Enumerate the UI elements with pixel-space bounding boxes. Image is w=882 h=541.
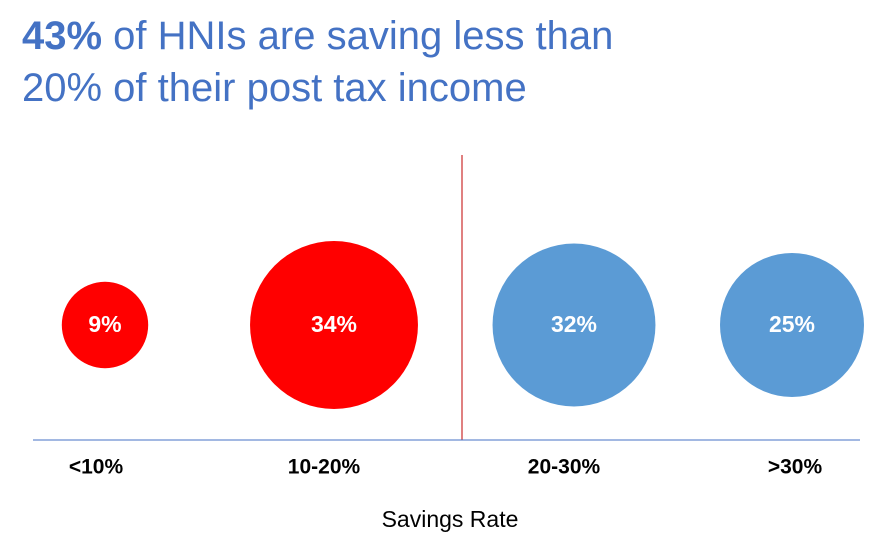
- x-tick-label: <10%: [69, 456, 124, 479]
- chart-title: 43% of HNIs are saving less than 20% of t…: [22, 14, 613, 110]
- bubble: [250, 241, 418, 409]
- data-label: 9%: [88, 311, 121, 337]
- x-tick-label: 20-30%: [528, 456, 601, 479]
- data-label: 34%: [311, 311, 357, 337]
- data-label: 25%: [769, 311, 815, 337]
- bubble: [61, 281, 149, 369]
- title-text: 20% of their post tax income: [22, 66, 527, 110]
- data-label: 32%: [551, 311, 597, 337]
- x-tick-label: 10-20%: [288, 456, 361, 479]
- title-text: of HNIs are saving less than: [102, 14, 613, 58]
- x-axis-title: Savings Rate: [382, 506, 519, 532]
- bubble: [720, 253, 864, 397]
- bubble: [492, 243, 656, 407]
- x-tick-label: >30%: [768, 456, 823, 479]
- title-lead: 43%: [22, 14, 102, 58]
